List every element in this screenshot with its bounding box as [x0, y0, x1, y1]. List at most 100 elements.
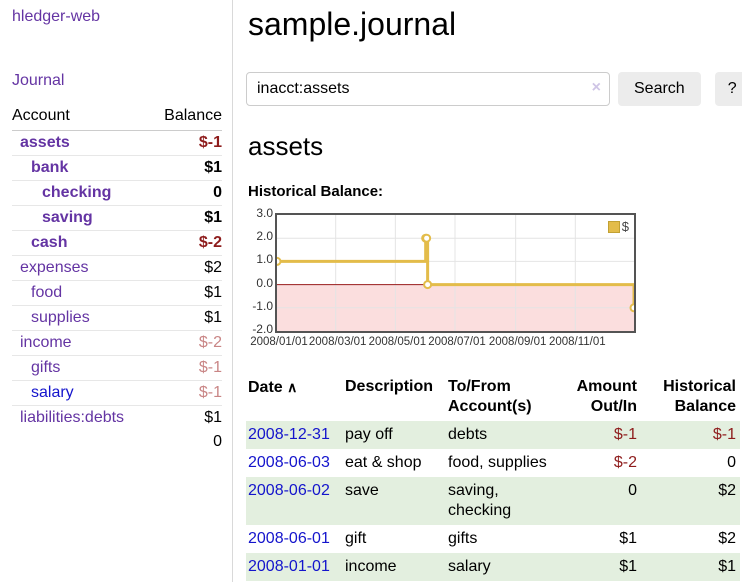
register-date-cell: 2008-12-31 [246, 421, 343, 449]
chart-plot-area: $ [275, 213, 636, 333]
accounts-header-balance: Balance [150, 105, 222, 131]
account-balance-cell: 0 [150, 180, 222, 206]
register-balance-cell: $-1 [712, 426, 736, 443]
account-row: food $1 [12, 280, 222, 306]
account-name-cell: checking [12, 180, 151, 206]
register-amount-cell: 0 [628, 482, 637, 499]
account-name-cell: food [12, 280, 151, 306]
account-name-cell: cash [12, 230, 151, 256]
sidebar-account-link-supplies[interactable]: supplies [31, 309, 90, 326]
register-row: 2008-06-02 save saving, checking 0 $2 [246, 477, 740, 525]
register-date-cell: 2008-06-01 [246, 525, 343, 553]
register-header-date-label: Date [248, 379, 283, 396]
y-tick-label: 1.0 [256, 252, 273, 267]
y-tick-label: 0.0 [256, 275, 273, 290]
transaction-date-link[interactable]: 2008-01-01 [248, 558, 330, 575]
account-name-cell: saving [12, 205, 151, 231]
accounts-total-spacer [12, 430, 151, 454]
sidebar-account-link-saving[interactable]: saving [42, 209, 93, 226]
sidebar-account-link-liabilities-debts[interactable]: liabilities:debts [20, 409, 125, 426]
register-header-accounts: To/From Account(s) [448, 378, 532, 415]
account-balance-cell: $-1 [150, 355, 222, 381]
account-row: assets $-1 [12, 131, 222, 156]
register-header-description: Description [345, 378, 434, 395]
account-name-cell: expenses [12, 255, 151, 281]
account-balance-cell: $-1 [150, 380, 222, 406]
transaction-date-link[interactable]: 2008-06-03 [248, 454, 330, 471]
register-header-date[interactable]: Date ∧ [246, 374, 343, 421]
app-title-link[interactable]: hledger-web [12, 8, 101, 25]
sidebar-account-link-checking[interactable]: checking [42, 184, 112, 201]
register-amount-cell: $-2 [613, 454, 637, 471]
transaction-date-link[interactable]: 2008-06-01 [248, 530, 330, 547]
sidebar: hledger-web Journal Account Balance asse… [0, 0, 233, 582]
account-balance-cell: $-2 [150, 230, 222, 256]
historical-balance-chart: 3.0 2.0 1.0 0.0 -1.0 -2.0 $ 2008/01/01 2008/03… [246, 206, 740, 353]
register-date-cell: 2008-01-01 [246, 553, 343, 581]
accounts-table-body: assets $-1 bank $1 checking 0 saving $1 cash $-2 e… [12, 131, 222, 430]
account-balance-cell: $1 [150, 405, 222, 430]
chart-canvas [277, 215, 634, 331]
account-row: cash $-2 [12, 230, 222, 256]
help-button[interactable]: ? [714, 72, 742, 106]
search-input[interactable] [246, 72, 610, 106]
accounts-header-account: Account [12, 105, 151, 131]
register-balance-cell: $2 [718, 530, 736, 547]
account-heading: assets [248, 131, 324, 161]
register-accounts-cell: saving, checking [448, 482, 512, 519]
sidebar-item-journal[interactable]: Journal [12, 72, 65, 89]
register-date-cell: 2008-06-03 [246, 449, 343, 477]
account-balance-cell: $1 [150, 205, 222, 231]
register-balance-cell: 0 [727, 454, 736, 471]
search-bar: × Search ? [246, 72, 742, 106]
sidebar-account-link-salary[interactable]: salary [31, 384, 74, 401]
account-row: gifts $-1 [12, 355, 222, 381]
x-tick-label: 2008/07/01 [428, 336, 486, 348]
sidebar-account-link-gifts[interactable]: gifts [31, 359, 61, 376]
register-header-row: Date ∧ Description To/From Account(s) Am… [246, 374, 740, 421]
register-accounts-cell: food, supplies [448, 454, 547, 471]
register-description-cell: eat & shop [345, 454, 422, 471]
account-balance-cell: $-2 [150, 330, 222, 356]
register-accounts-cell: salary [448, 558, 491, 575]
account-balance-cell: $1 [150, 305, 222, 331]
x-tick-label: 2008/11/01 [548, 336, 606, 348]
register-balance-cell: $1 [718, 558, 736, 575]
register-date-cell: 2008-06-02 [246, 477, 343, 525]
account-name-cell: bank [12, 155, 151, 181]
transaction-date-link[interactable]: 2008-12-31 [248, 426, 330, 443]
account-row: bank $1 [12, 155, 222, 181]
x-tick-label: 2008/03/01 [308, 336, 367, 348]
sidebar-account-link-cash[interactable]: cash [31, 234, 68, 251]
accounts-total-row: 0 [12, 430, 222, 454]
account-row: checking 0 [12, 180, 222, 206]
transaction-date-link[interactable]: 2008-06-02 [248, 482, 330, 499]
sidebar-account-link-assets[interactable]: assets [20, 134, 70, 151]
x-tick-label: 2008/01/01 [250, 336, 308, 348]
sort-ascending-icon[interactable]: ∧ [287, 379, 298, 395]
sidebar-account-link-bank[interactable]: bank [31, 159, 69, 176]
main-content: sample.journal × Search ? assets Histori… [246, 0, 742, 581]
clear-search-icon[interactable]: × [591, 79, 601, 96]
search-button[interactable]: Search [618, 72, 701, 106]
sidebar-account-link-food[interactable]: food [31, 284, 63, 301]
register-accounts-cell: debts [448, 426, 488, 443]
sidebar-account-link-expenses[interactable]: expenses [20, 259, 89, 276]
register-table: Date ∧ Description To/From Account(s) Am… [246, 374, 740, 581]
register-description-cell: save [345, 482, 379, 499]
register-row: 2008-12-31 pay off debts $-1 $-1 [246, 421, 740, 449]
y-tick-label: 3.0 [256, 206, 273, 220]
sidebar-account-link-income[interactable]: income [20, 334, 72, 351]
register-amount-cell: $1 [619, 530, 637, 547]
chart-caption: Historical Balance: [248, 183, 384, 200]
register-description-cell: pay off [345, 426, 393, 443]
x-tick-label: 2008/05/01 [368, 336, 427, 348]
account-row: expenses $2 [12, 255, 222, 281]
register-row: 2008-01-01 income salary $1 $1 [246, 553, 740, 581]
register-balance-cell: $2 [718, 482, 736, 499]
page-title: sample.journal [248, 6, 457, 42]
register-description-cell: income [345, 558, 397, 575]
account-name-cell: supplies [12, 305, 151, 331]
account-row: supplies $1 [12, 305, 222, 331]
account-name-cell: liabilities:debts [12, 405, 151, 430]
